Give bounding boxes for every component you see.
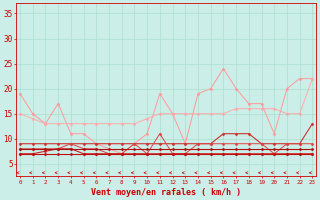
X-axis label: Vent moyen/en rafales ( km/h ): Vent moyen/en rafales ( km/h ) — [91, 188, 241, 197]
